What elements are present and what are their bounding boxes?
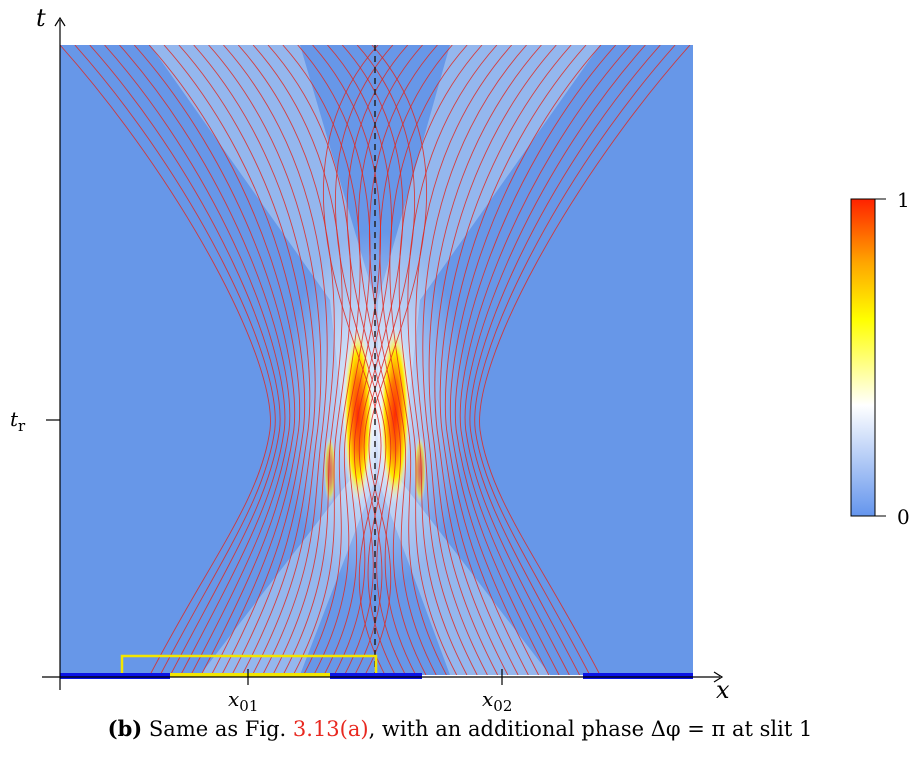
caption-text-before: Same as Fig. [148, 717, 287, 741]
caption-text-after: , with an additional phase Δφ = π at sli… [368, 717, 813, 741]
trajectory-left [119, 45, 291, 675]
trajectory-left [74, 45, 276, 675]
trajectory-left [193, 45, 316, 675]
trajectory-left [312, 45, 381, 675]
y-axis-arrow [54, 16, 66, 27]
trajectory-right [454, 45, 617, 675]
colorbar-min-label: 0 [897, 505, 910, 529]
trajectory-left [297, 45, 371, 675]
trajectory-right [346, 45, 409, 675]
trajectory-right [323, 45, 386, 675]
x-axis-label: x [716, 676, 730, 704]
trajectory-right [398, 45, 483, 675]
trajectory-right [415, 45, 513, 675]
trajectory-left [178, 45, 311, 675]
trajectory-left [104, 45, 286, 675]
trajectory-right [469, 45, 661, 675]
trajectory-right [334, 45, 396, 675]
bohmian-trajectories [60, 45, 691, 675]
trajectory-right [389, 45, 468, 675]
x-tick-label-02: x02 [482, 687, 512, 715]
trajectory-right [449, 45, 602, 675]
trajectory-left [208, 45, 322, 675]
colorbar [850, 198, 876, 517]
trajectory-right [464, 45, 646, 675]
caption-figure-ref[interactable]: 3.13(a) [292, 717, 369, 741]
trajectory-right [428, 45, 542, 675]
trajectory-right [444, 45, 587, 675]
trajectory-left [267, 45, 352, 675]
y-tick-label-tr: tr [10, 407, 26, 435]
trajectory-left [163, 45, 306, 675]
figure: x t x01 x02 tr 1 0 [10, 4, 910, 715]
trajectory-left [223, 45, 328, 675]
trajectory-left [327, 45, 393, 675]
x-axis-arrow [713, 671, 724, 683]
trajectory-left [364, 45, 427, 675]
trajectory-right [422, 45, 527, 675]
colorbar-max-label: 1 [897, 188, 910, 212]
slit-1-phase-marker [120, 654, 378, 675]
y-axis-label: t [36, 4, 46, 32]
trajectory-right [369, 45, 438, 675]
trajectory-left [282, 45, 361, 675]
trajectory-left [133, 45, 296, 675]
trajectory-right [459, 45, 631, 675]
trajectory-left [89, 45, 281, 675]
trajectory-left [252, 45, 343, 675]
trajectory-right [439, 45, 572, 675]
trajectory-left [148, 45, 301, 675]
trajectory-right [479, 45, 691, 675]
trajectory-left [60, 45, 271, 675]
x-tick-label-01: x01 [228, 687, 258, 715]
trajectory-right [357, 45, 423, 675]
screen [60, 673, 693, 679]
trajectory-left [341, 45, 404, 675]
trajectory-right [434, 45, 557, 675]
trajectory-right [407, 45, 498, 675]
figure-caption: (b) Same as Fig. 3.13(a), with an additi… [0, 716, 920, 741]
trajectory-right [379, 45, 453, 675]
trajectory-left [237, 45, 335, 675]
trajectory-right [474, 45, 676, 675]
trajectory-left [354, 45, 416, 675]
caption-label: (b) [107, 716, 143, 741]
